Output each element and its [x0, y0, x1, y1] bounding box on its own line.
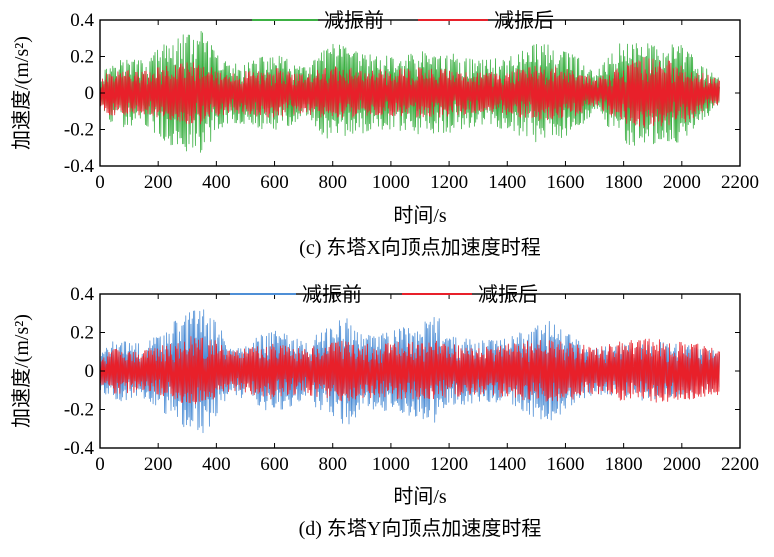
- x-axis-label-c: 时间/s: [393, 204, 447, 227]
- x-tick-label-d-5: 1000: [372, 454, 410, 475]
- legend-d: 减振前 减振后: [230, 283, 538, 306]
- y-tick-label-c-3: -0.2: [64, 120, 94, 141]
- x-tick-label-c-5: 1000: [372, 172, 410, 193]
- x-tick-label-d-4: 800: [318, 454, 347, 475]
- x-tick-label-c-7: 1400: [488, 172, 526, 193]
- x-tick-label-c-8: 1600: [546, 172, 584, 193]
- chart-c: 0 200 400 600 800 1000 1200 1400 1600 1800 2000 220…: [10, 9, 759, 259]
- legend-label-d-0: 减振前: [302, 283, 362, 306]
- x-tick-label-c-6: 1200: [430, 172, 468, 193]
- series-layer-c: [99, 31, 720, 153]
- x-tick-label-d-3: 600: [260, 454, 289, 475]
- caption-d: (d) 东塔Y向顶点加速度时程: [299, 517, 542, 540]
- x-tick-label-d-0: 0: [95, 454, 105, 475]
- x-tick-label-c-10: 2000: [663, 172, 701, 193]
- y-tick-label-c-2: 0: [85, 83, 95, 104]
- x-tick-label-d-2: 400: [202, 454, 231, 475]
- chart-d: 0 200 400 600 800 1000 1200 1400 1600 1800 2000 220…: [10, 283, 759, 540]
- x-tick-label-c-1: 200: [144, 172, 173, 193]
- y-axis-label-d: 加速度/(m/s²): [10, 314, 33, 428]
- series-layer-d: [99, 309, 720, 434]
- x-tick-label-d-7: 1400: [488, 454, 526, 475]
- legend-c: 减振前 减振后: [252, 9, 554, 32]
- caption-c: (c) 东塔X向顶点加速度时程: [299, 236, 541, 259]
- legend-label-d-1: 减振后: [478, 283, 538, 306]
- legend-label-c-0: 减振前: [324, 9, 384, 32]
- x-tick-label-c-9: 1800: [605, 172, 643, 193]
- x-tick-label-d-8: 1600: [546, 454, 584, 475]
- y-tick-label-d-2: 0: [85, 361, 95, 382]
- x-tick-label-c-3: 600: [260, 172, 289, 193]
- x-tick-label-d-1: 200: [144, 454, 173, 475]
- y-tick-label-d-4: -0.4: [64, 438, 95, 459]
- x-tick-label-d-10: 2000: [663, 454, 701, 475]
- x-axis-label-d: 时间/s: [393, 485, 447, 508]
- y-tick-label-c-4: -0.4: [64, 156, 95, 177]
- y-axis-label-c: 加速度/(m/s²): [10, 36, 33, 150]
- x-tick-label-d-9: 1800: [605, 454, 643, 475]
- x-tick-label-c-0: 0: [95, 172, 105, 193]
- x-tick-label-d-11: 2200: [721, 454, 759, 475]
- tick-layer-d: 0 200 400 600 800 1000 1200 1400 1600 1800 2000 220…: [64, 284, 759, 475]
- x-tick-label-c-2: 400: [202, 172, 231, 193]
- x-tick-label-c-11: 2200: [721, 172, 759, 193]
- tick-layer-c: 0 200 400 600 800 1000 1200 1400 1600 1800 2000 220…: [64, 10, 759, 193]
- x-tick-label-c-4: 800: [318, 172, 347, 193]
- y-tick-label-d-3: -0.2: [64, 400, 94, 421]
- y-tick-label-d-1: 0.2: [70, 323, 94, 344]
- series-c-1: [99, 56, 720, 128]
- x-tick-label-d-6: 1200: [430, 454, 468, 475]
- legend-label-c-1: 减振后: [494, 9, 554, 32]
- series-d-1: [99, 336, 720, 405]
- y-tick-label-c-1: 0.2: [70, 47, 94, 68]
- y-tick-label-d-0: 0.4: [70, 284, 94, 305]
- y-tick-label-c-0: 0.4: [70, 10, 94, 31]
